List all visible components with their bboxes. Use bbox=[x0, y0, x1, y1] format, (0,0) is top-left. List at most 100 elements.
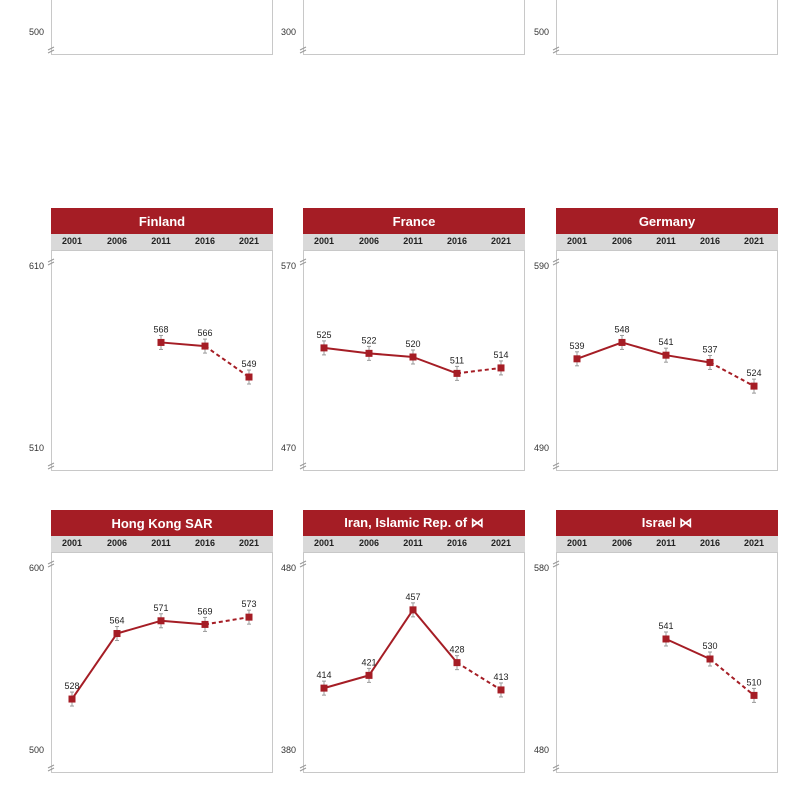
y-tick-label: 490 bbox=[534, 443, 549, 453]
data-point-marker bbox=[750, 691, 758, 699]
year-axis-bar: 2001 2006 2011 2016 2021 bbox=[303, 536, 525, 552]
plot-area: 300330412 bbox=[281, 0, 525, 55]
chart-panel: Finland 2001 2006 2011 2016 2021 510 610 568 566 5… bbox=[29, 208, 273, 474]
year-axis-bar: 2001 2006 2011 2016 2021 bbox=[556, 234, 778, 250]
data-point-marker bbox=[201, 342, 209, 350]
data-point-marker bbox=[662, 351, 670, 359]
axis-break-mark bbox=[299, 258, 307, 470]
data-point-marker bbox=[320, 344, 328, 352]
trend-segment bbox=[412, 609, 458, 664]
x-tick-label: 2021 bbox=[238, 236, 260, 246]
trend-segment-dashed bbox=[709, 658, 755, 697]
panel-title: Hong Kong SAR bbox=[51, 510, 273, 536]
data-point-marker bbox=[453, 659, 461, 667]
trend-segment bbox=[116, 619, 162, 635]
plot-area: 380 480 414 421 457 428 413 bbox=[281, 552, 525, 773]
data-point-marker bbox=[245, 613, 253, 621]
chart-panel: Israel ⋈ 2001 2006 2011 2016 2021 480 580 541 530… bbox=[534, 510, 778, 776]
data-point-marker bbox=[750, 382, 758, 390]
x-tick-label: 2011 bbox=[151, 236, 171, 246]
chart-panel: France 2001 2006 2011 2016 2021 470 570 525 522 52… bbox=[281, 208, 525, 474]
data-point-marker bbox=[618, 338, 626, 346]
x-tick-label: 2011 bbox=[656, 538, 676, 548]
trend-segment bbox=[665, 354, 711, 364]
plot-frame bbox=[556, 0, 778, 55]
data-value-label: 571 bbox=[153, 603, 168, 613]
data-value-label: 539 bbox=[569, 341, 584, 351]
trend-segment bbox=[368, 609, 414, 676]
trend-segment bbox=[71, 632, 118, 700]
x-tick-label: 2021 bbox=[490, 538, 512, 548]
x-tick-label: 2006 bbox=[106, 538, 128, 548]
data-value-label: 537 bbox=[702, 344, 717, 354]
trend-segment bbox=[576, 341, 623, 360]
x-tick-label: 2006 bbox=[106, 236, 128, 246]
year-axis-bar: 2001 2006 2011 2016 2021 bbox=[51, 536, 273, 552]
data-point-marker bbox=[157, 617, 165, 625]
data-point-marker bbox=[201, 620, 209, 628]
data-value-label: 524 bbox=[746, 368, 761, 378]
data-value-label: 520 bbox=[405, 339, 420, 349]
data-point-marker bbox=[573, 355, 581, 363]
y-tick-label: 610 bbox=[29, 261, 44, 271]
x-tick-label: 2016 bbox=[699, 538, 721, 548]
data-value-label: 566 bbox=[197, 328, 212, 338]
data-point-marker bbox=[706, 655, 714, 663]
panel-title: Israel ⋈ bbox=[556, 510, 778, 536]
axis-break-mark bbox=[47, 46, 55, 54]
plot-frame bbox=[51, 552, 273, 773]
data-value-label: 573 bbox=[241, 599, 256, 609]
data-point-marker bbox=[245, 373, 253, 381]
data-value-label: 525 bbox=[316, 330, 331, 340]
y-tick-label: 500 bbox=[29, 745, 44, 755]
data-value-label: 421 bbox=[361, 657, 376, 667]
data-point-marker bbox=[320, 684, 328, 692]
data-value-label: 569 bbox=[197, 606, 212, 616]
axis-break-mark bbox=[552, 258, 560, 470]
y-tick-label: 600 bbox=[29, 563, 44, 573]
x-tick-label: 2001 bbox=[61, 236, 83, 246]
plot-area: 500546554547539 bbox=[29, 0, 273, 55]
data-value-label: 428 bbox=[449, 645, 464, 655]
data-value-label: 528 bbox=[64, 681, 79, 691]
x-tick-label: 2016 bbox=[194, 236, 216, 246]
chart-panel: 20012006201120162021500553539552559558 bbox=[534, 0, 778, 58]
plot-area: 500553539552559558 bbox=[534, 0, 778, 55]
x-tick-label: 2001 bbox=[313, 236, 335, 246]
data-value-label: 568 bbox=[153, 324, 168, 334]
data-value-label: 549 bbox=[241, 359, 256, 369]
plot-frame bbox=[556, 552, 778, 773]
plot-area: 490 590 539 548 541 537 524 bbox=[534, 250, 778, 471]
plot-area: 480 580 541 530 510 bbox=[534, 552, 778, 773]
y-tick-label: 570 bbox=[281, 261, 296, 271]
y-tick-label: 380 bbox=[281, 745, 296, 755]
y-tick-label: 500 bbox=[534, 27, 549, 37]
data-point-marker bbox=[365, 349, 373, 357]
data-point-marker bbox=[409, 353, 417, 361]
trend-segment bbox=[412, 356, 458, 375]
plot-area: 510 610 568 566 549 bbox=[29, 250, 273, 471]
plot-frame bbox=[51, 0, 273, 55]
axis-break-mark bbox=[299, 560, 307, 772]
plot-frame bbox=[303, 552, 525, 773]
chart-panel: Hong Kong SAR 2001 2006 2011 2016 2021 500 600 5… bbox=[29, 510, 273, 776]
x-tick-label: 2016 bbox=[446, 236, 468, 246]
data-point-marker bbox=[497, 364, 505, 372]
x-tick-label: 2001 bbox=[61, 538, 83, 548]
x-tick-label: 2001 bbox=[313, 538, 335, 548]
x-tick-label: 2011 bbox=[656, 236, 676, 246]
plot-area: 500 600 528 564 571 569 573 bbox=[29, 552, 273, 773]
data-point-marker bbox=[409, 606, 417, 614]
trend-segment bbox=[368, 352, 414, 358]
plot-area: 470 570 525 522 520 511 514 bbox=[281, 250, 525, 471]
data-point-marker bbox=[706, 358, 714, 366]
data-point-marker bbox=[68, 695, 76, 703]
axis-break-mark bbox=[552, 560, 560, 772]
y-tick-label: 480 bbox=[534, 745, 549, 755]
panel-title: France bbox=[303, 208, 525, 234]
data-point-marker bbox=[662, 635, 670, 643]
x-tick-label: 2006 bbox=[358, 538, 380, 548]
data-value-label: 541 bbox=[658, 621, 673, 631]
trend-segment bbox=[665, 638, 711, 660]
axis-break-mark bbox=[299, 46, 307, 54]
